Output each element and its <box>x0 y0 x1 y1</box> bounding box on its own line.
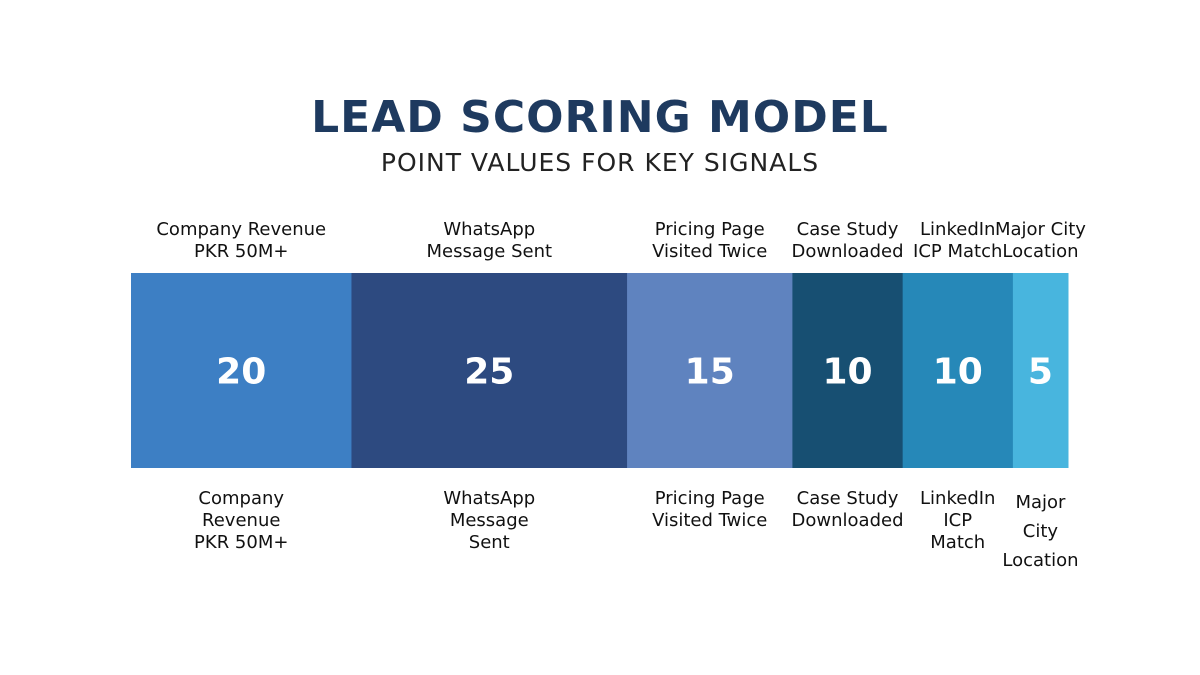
bottom-label-6: Major City Location <box>1002 492 1079 571</box>
value-label-6: 5 <box>1028 352 1053 393</box>
bar-segment-3 <box>627 273 793 468</box>
bottom-label-3: Pricing Page Visited Twice <box>652 488 768 531</box>
value-label-2: 25 <box>464 352 514 393</box>
value-label-4: 10 <box>822 352 872 393</box>
bottom-label-2: WhatsApp Message Sent <box>443 488 536 553</box>
bar-segment-2 <box>351 273 628 468</box>
bottom-label-1: Company Revenue PKR 50M+ <box>194 488 289 553</box>
chart-subtitle: POINT VALUES FOR KEY SIGNALS <box>380 148 820 177</box>
top-label-1: Company Revenue PKR 50M+ <box>156 219 327 262</box>
chart-title: LEAD SCORING MODEL <box>311 92 889 143</box>
top-label-3: Pricing Page Visited Twice <box>652 219 768 262</box>
value-label-5: 10 <box>933 352 983 393</box>
bar-segment-5 <box>902 273 1014 468</box>
top-label-4: Case Study Downloaded <box>791 219 904 262</box>
bar-segment-4 <box>792 273 904 468</box>
bottom-label-5: LinkedIn ICP Match <box>920 488 996 553</box>
top-label-2: WhatsApp Message Sent <box>426 219 553 262</box>
value-label-1: 20 <box>216 352 266 393</box>
value-label-3: 15 <box>685 352 735 393</box>
bar-segment-1 <box>131 273 352 468</box>
top-label-6: Major City Location <box>994 219 1086 262</box>
bottom-label-4: Case Study Downloaded <box>791 488 904 531</box>
top-label-5: LinkedIn ICP Match <box>913 219 1003 262</box>
bar-segment-6 <box>1012 273 1069 468</box>
